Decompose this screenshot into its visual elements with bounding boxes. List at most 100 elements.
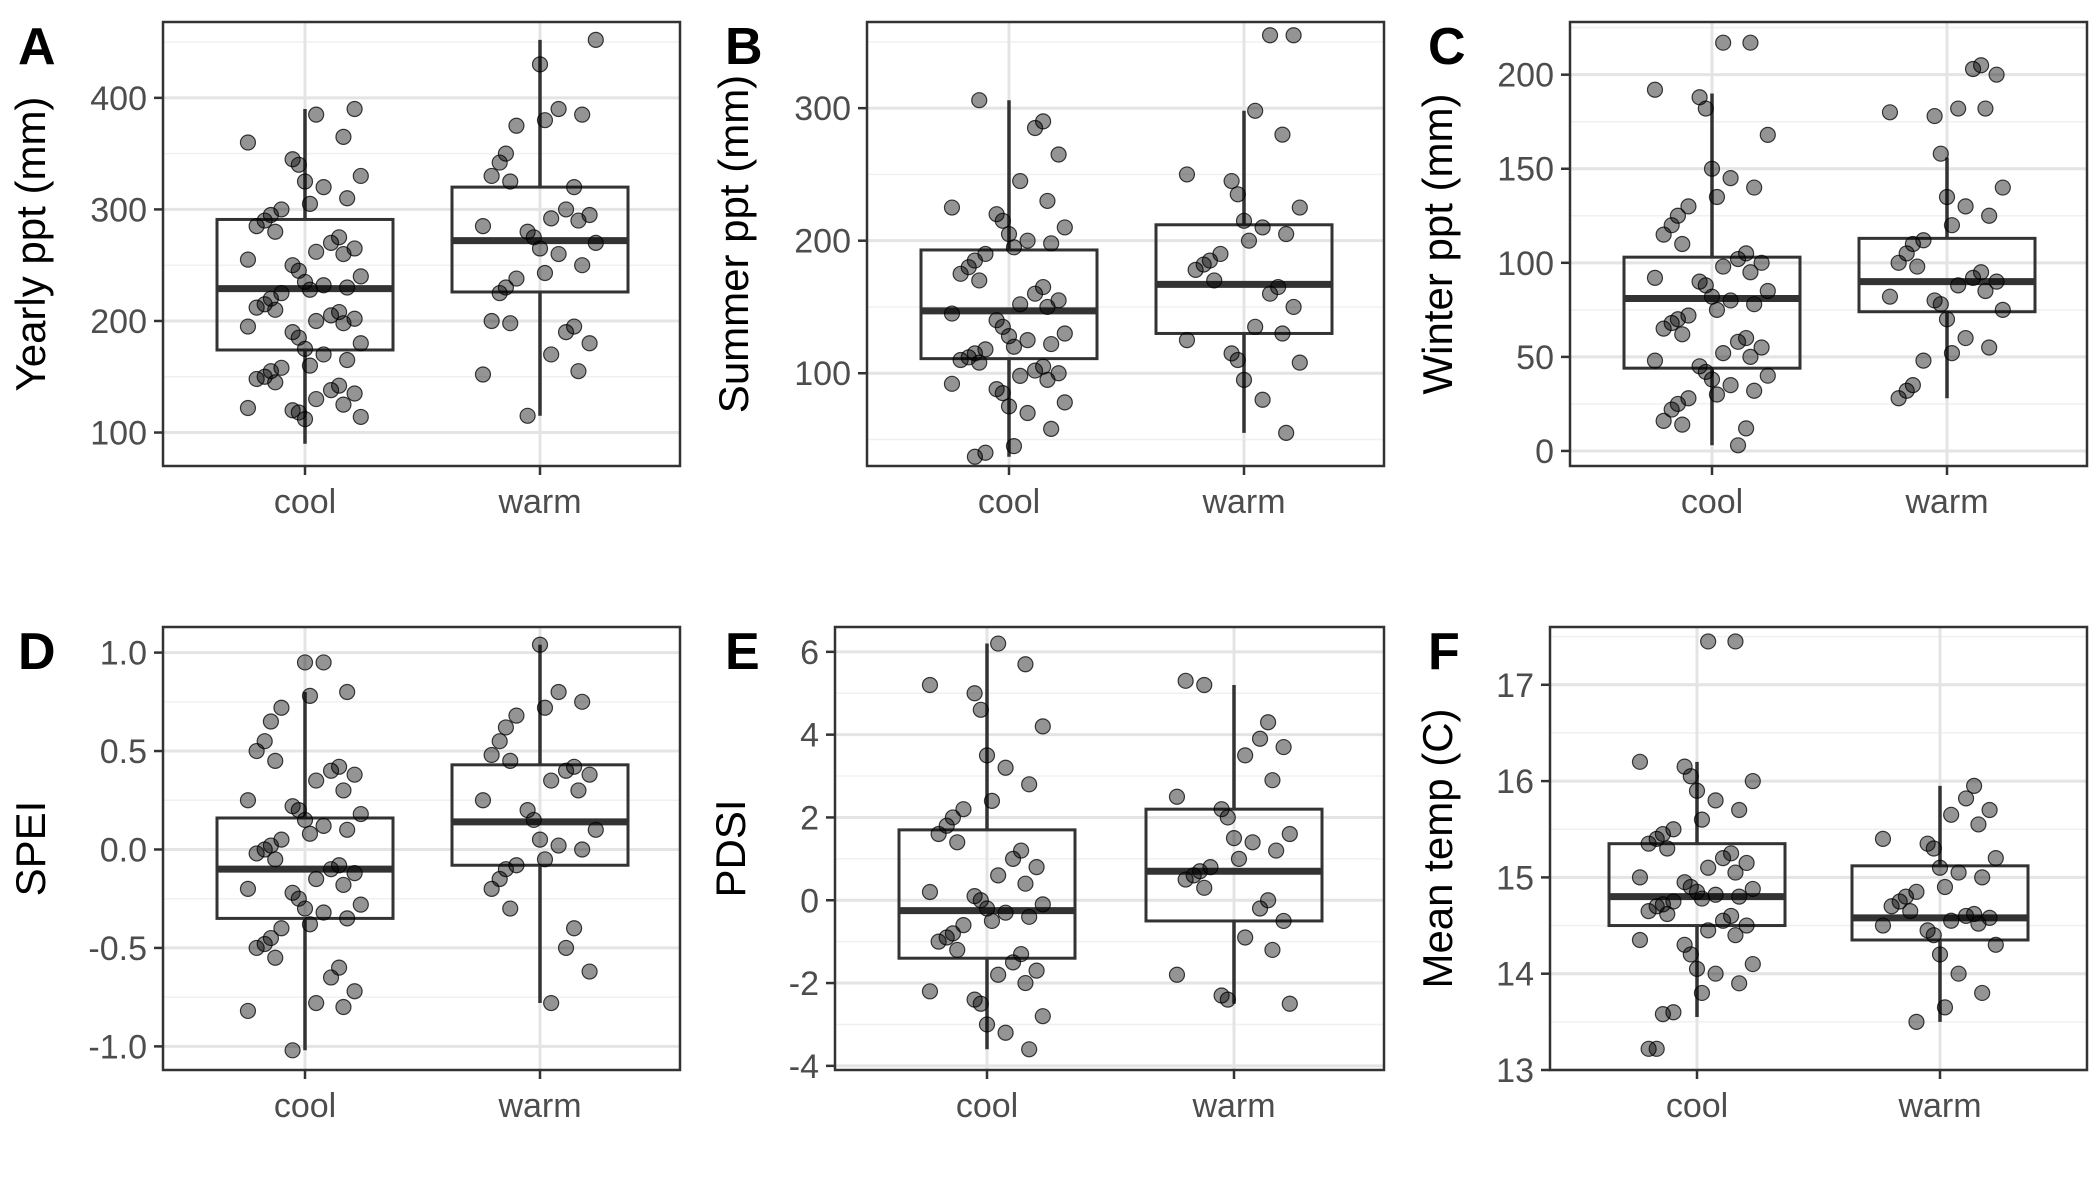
data-point <box>1759 367 1776 384</box>
y-tick-label: 13 <box>1496 1052 1534 1090</box>
data-point <box>1994 179 2011 196</box>
x-tick-label: cool <box>274 1087 336 1125</box>
data-point <box>531 831 549 848</box>
data-point <box>1021 776 1038 793</box>
data-point <box>1659 840 1676 857</box>
data-point <box>1012 945 1030 963</box>
plot-border <box>161 20 682 468</box>
data-point <box>1981 909 1998 926</box>
data-point <box>543 210 560 227</box>
data-point <box>1697 363 1714 381</box>
data-point <box>1994 301 2011 318</box>
data-point <box>994 318 1011 335</box>
panel-letter: A <box>18 18 56 76</box>
data-point <box>1742 264 1759 281</box>
data-point <box>990 966 1007 983</box>
data-point <box>1640 902 1657 920</box>
data-point <box>1908 1013 1925 1030</box>
x-tick-label: warm <box>1201 483 1285 521</box>
data-point <box>1722 292 1739 309</box>
data-point <box>557 201 575 218</box>
data-point <box>550 100 567 118</box>
data-point <box>1012 842 1030 859</box>
data-point <box>1700 922 1717 939</box>
data-point <box>1715 258 1732 275</box>
data-point <box>1264 772 1281 789</box>
data-point <box>290 329 307 346</box>
data-point <box>1251 730 1269 747</box>
data-point <box>339 683 356 701</box>
data-point <box>1646 352 1664 369</box>
box-cool <box>215 217 395 352</box>
data-point <box>1727 633 1744 650</box>
data-point <box>944 809 962 826</box>
data-point <box>1178 331 1196 349</box>
data-point <box>1235 371 1253 388</box>
data-point <box>1240 232 1258 249</box>
data-point <box>273 284 290 302</box>
data-point <box>565 920 583 937</box>
data-point <box>1012 172 1029 190</box>
data-point <box>1988 66 2005 83</box>
data-point <box>1043 335 1060 353</box>
data-point <box>550 683 567 701</box>
data-point <box>1291 354 1308 371</box>
data-point <box>1034 113 1052 130</box>
data-point <box>346 240 363 257</box>
y-tick-label: 200 <box>794 223 851 261</box>
data-point <box>256 733 273 750</box>
x-tick-label: warm <box>1897 1087 1981 1125</box>
data-point <box>550 837 567 854</box>
data-point <box>273 831 290 848</box>
data-point <box>1268 842 1285 859</box>
data-point <box>1674 416 1691 433</box>
data-point <box>943 199 961 216</box>
data-point <box>239 792 257 809</box>
data-point <box>1727 864 1744 881</box>
panel-letter: D <box>18 623 56 681</box>
data-point <box>1950 277 1967 294</box>
data-point <box>1019 404 1036 422</box>
data-point <box>1693 984 1711 1002</box>
data-point <box>1897 888 1915 905</box>
data-point <box>1278 225 1295 243</box>
data-point <box>977 444 994 461</box>
data-point <box>1000 398 1018 415</box>
y-tick-label: 100 <box>1497 245 1554 283</box>
y-tick-label: 200 <box>1497 57 1554 95</box>
data-point <box>574 257 591 274</box>
data-point <box>1883 898 1900 915</box>
data-point <box>1017 656 1034 673</box>
data-point <box>339 910 356 927</box>
y-tick-label: 0.5 <box>100 733 147 771</box>
data-point <box>502 752 519 769</box>
y-tick-label: 400 <box>90 80 147 118</box>
data-point <box>1237 929 1254 946</box>
chart-panel-c: 0 50 100 150 200 cool warm Winter ppt (mm) C <box>1414 18 2089 521</box>
data-point <box>331 758 348 775</box>
data-point <box>1943 345 1961 362</box>
data-point <box>301 687 319 705</box>
data-point <box>352 167 369 185</box>
data-point <box>1012 296 1029 313</box>
data-point <box>1932 145 1949 162</box>
data-point <box>1746 296 1763 313</box>
box-warm <box>1144 807 1324 923</box>
data-point <box>1665 1004 1682 1021</box>
data-point <box>1691 89 1708 106</box>
data-point <box>1742 348 1759 365</box>
data-point <box>346 310 363 327</box>
data-point <box>1957 198 1974 215</box>
data-point <box>1654 825 1672 843</box>
data-point <box>1938 188 1956 206</box>
data-point <box>1026 285 1044 302</box>
data-point <box>952 265 969 282</box>
data-point <box>1056 394 1073 411</box>
data-point <box>301 357 319 374</box>
data-point <box>1631 931 1649 949</box>
data-point <box>301 916 319 933</box>
data-point <box>988 381 1005 398</box>
data-point <box>273 920 290 937</box>
data-point <box>1225 830 1243 847</box>
